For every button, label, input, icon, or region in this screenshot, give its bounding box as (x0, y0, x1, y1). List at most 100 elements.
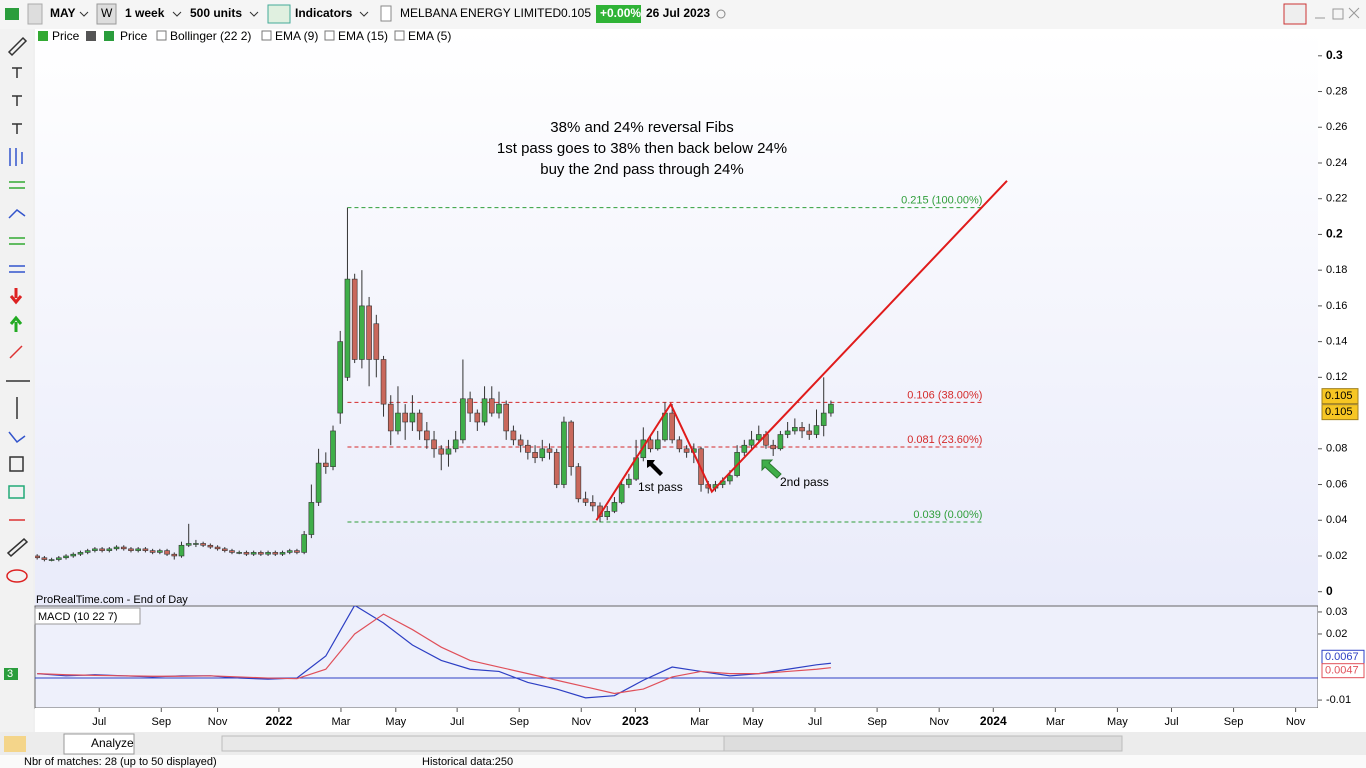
candle-body (323, 462, 329, 467)
period-button[interactable] (96, 3, 117, 25)
legend-entry[interactable]: Price (120, 29, 148, 43)
candle-body (604, 511, 611, 517)
y-tick-label: 0.22 (1326, 193, 1347, 205)
x-tick-label: Nov (571, 716, 591, 728)
y-tick-label: 0.28 (1326, 85, 1347, 97)
x-tick-label: 2023 (622, 714, 649, 728)
y-tick-label: 0.14 (1326, 336, 1347, 348)
change-box (596, 5, 641, 23)
y-tick-label: 0.08 (1326, 443, 1347, 455)
legend-icon[interactable] (104, 31, 114, 41)
macd-line (37, 613, 831, 695)
app-icon (5, 8, 19, 20)
analyze[interactable]: Analyze (91, 736, 134, 750)
info-icon[interactable] (380, 5, 392, 22)
candle-body (41, 557, 48, 560)
period[interactable]: 1 week (125, 6, 165, 20)
x-tick-label: Nov (208, 716, 228, 728)
x-tick-label: Mar (690, 716, 709, 728)
checkbox[interactable] (156, 30, 167, 41)
legend: Price Price Bollinger (22 2) EMA (9) EMA… (38, 29, 451, 43)
candle-body (120, 546, 127, 550)
x-tick-label: May (743, 716, 764, 728)
candle-body (243, 552, 250, 555)
x-tick-label: Nov (929, 716, 949, 728)
y-tick-label: -0.01 (1326, 694, 1351, 706)
indicators-icon[interactable] (267, 4, 291, 24)
candle-body (250, 552, 257, 555)
candle-body (265, 552, 271, 555)
candle-body (777, 434, 784, 450)
candle-body (792, 427, 798, 432)
window-controls[interactable] (1315, 7, 1360, 20)
candle-body (84, 550, 91, 553)
trendline (595, 180, 1008, 521)
candle-body (70, 553, 77, 557)
period-button-label[interactable]: W (101, 6, 113, 20)
price-plot: 0.215 (100.00%) 0.106 (38.00%) 0.081 (23.6… (35, 180, 1008, 562)
dropdown[interactable] (79, 11, 89, 17)
candle-body (272, 552, 279, 555)
candle-body (351, 278, 358, 360)
checkbox[interactable] (261, 30, 272, 41)
tool-icons[interactable] (6, 36, 30, 583)
legend-entry[interactable]: EMA (9) (275, 29, 318, 43)
y-tick-label: 0.03 (1326, 606, 1347, 618)
value-tag-label: 0.0067 (1325, 651, 1359, 663)
candle-body (149, 550, 156, 553)
scroll-thumb[interactable] (221, 735, 725, 752)
candle-body (820, 412, 827, 426)
candle-body (344, 278, 351, 378)
candle-body (229, 550, 235, 553)
y-tick-label: 0.06 (1326, 478, 1347, 490)
dropdown[interactable] (172, 11, 182, 17)
dropdown[interactable] (359, 11, 369, 17)
candle-body (200, 543, 206, 546)
annotation: 1st pass goes to 38% then back below 24% (497, 140, 787, 157)
x-tick-label: Sep (867, 716, 887, 728)
status-bar (0, 755, 1366, 768)
candle-body (387, 403, 394, 432)
candle-body (647, 439, 654, 450)
y-tick-label: 0.26 (1326, 121, 1347, 133)
legend-entry[interactable]: EMA (15) (338, 29, 388, 43)
legend-icon[interactable] (86, 31, 96, 41)
candle-body (308, 502, 315, 535)
x-tick-label: Sep (151, 716, 171, 728)
candle-body (445, 448, 452, 455)
checkbox[interactable] (324, 30, 335, 41)
symbol[interactable]: MAY (50, 6, 76, 20)
candle-body (799, 427, 805, 432)
candle-body (330, 430, 336, 467)
legend-entry[interactable]: EMA (5) (408, 29, 451, 43)
menu-icon[interactable] (27, 3, 43, 25)
legend-entry[interactable]: Bollinger (22 2) (170, 29, 251, 43)
candle-body (755, 434, 762, 441)
pass-label: 2nd pass (780, 475, 829, 489)
candle-body (828, 403, 834, 414)
indicators[interactable]: Indicators (295, 6, 353, 20)
candle-body (157, 550, 163, 553)
candle-body (727, 475, 733, 482)
analyze-button[interactable] (63, 733, 135, 755)
source: ProRealTime.com - End of Day (36, 594, 188, 606)
candle-body (561, 421, 567, 485)
candle-body (452, 439, 459, 450)
price-tag (1321, 404, 1359, 421)
legend-icon[interactable] (38, 31, 48, 41)
legend-entry[interactable]: Price (52, 29, 80, 43)
history: Historical data:250 (422, 756, 513, 768)
units[interactable]: 500 units (190, 6, 242, 20)
bottom-icon[interactable] (4, 736, 26, 752)
dropdown[interactable] (249, 11, 259, 17)
x-tick-label: Mar (1046, 716, 1065, 728)
candle-body (193, 543, 199, 545)
candle-body (626, 478, 632, 485)
candle-body (589, 502, 596, 507)
candle-body (56, 557, 62, 560)
candle-body (568, 421, 574, 467)
checkbox[interactable] (394, 30, 405, 41)
sync-icon[interactable] (1283, 3, 1307, 25)
candle-body (424, 430, 430, 441)
candle-body (106, 548, 113, 551)
